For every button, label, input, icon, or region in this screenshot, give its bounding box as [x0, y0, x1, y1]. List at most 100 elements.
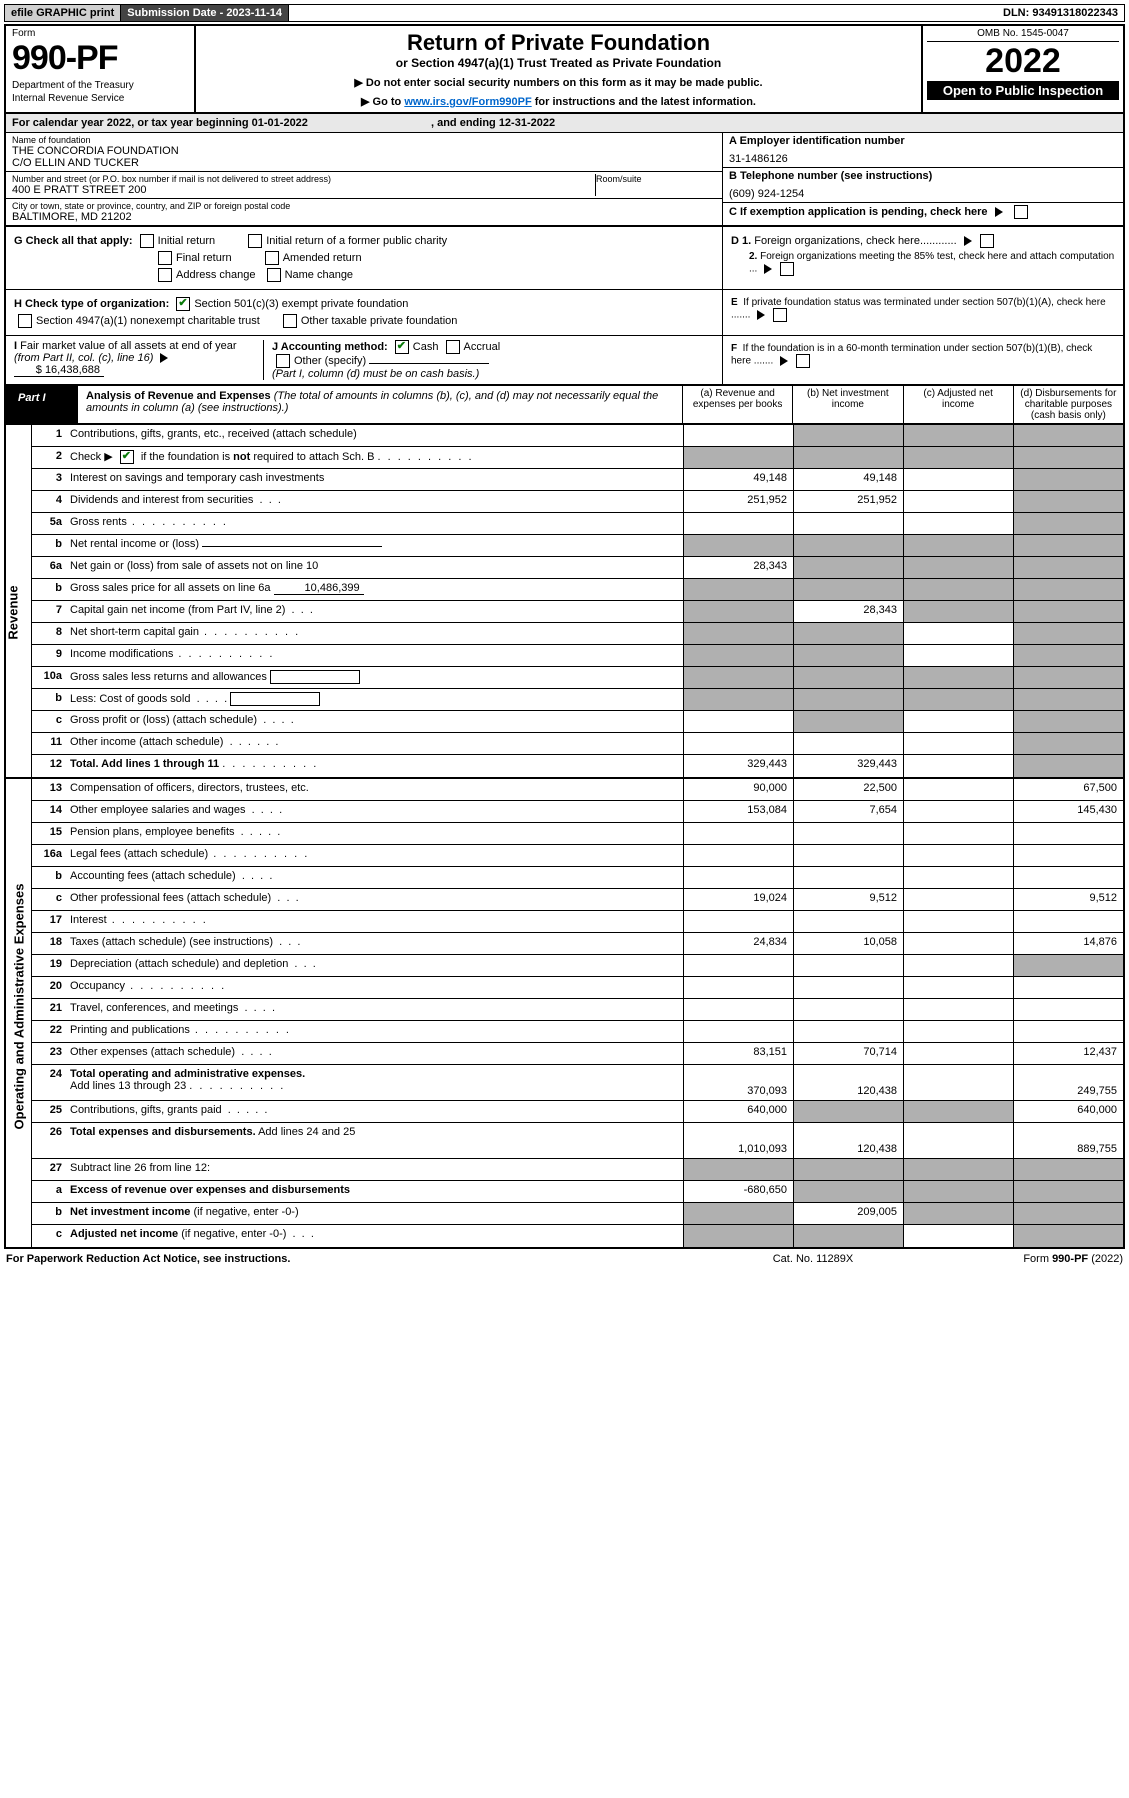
table-row: 11Other income (attach schedule) . . . .… [32, 733, 1123, 755]
g-initial-return-checkbox[interactable] [140, 234, 154, 248]
g-initial-former-checkbox[interactable] [248, 234, 262, 248]
table-row: 18Taxes (attach schedule) (see instructi… [32, 933, 1123, 955]
expenses-table: Operating and Administrative Expenses 13… [4, 779, 1125, 1249]
table-row: 23Other expenses (attach schedule) . . .… [32, 1043, 1123, 1065]
table-row: 8Net short-term capital gain [32, 623, 1123, 645]
form-header: Form 990-PF Department of the Treasury I… [4, 24, 1125, 114]
g-final-return-checkbox[interactable] [158, 251, 172, 265]
table-row: 4Dividends and interest from securities … [32, 491, 1123, 513]
table-row: 22Printing and publications [32, 1021, 1123, 1043]
form-subtitle: or Section 4947(a)(1) Trust Treated as P… [206, 56, 911, 70]
col-c-header: (c) Adjusted net income [904, 386, 1014, 423]
col-d-header: (d) Disbursements for charitable purpose… [1014, 386, 1123, 423]
form-title: Return of Private Foundation [206, 30, 911, 56]
h-4947-checkbox[interactable] [18, 314, 32, 328]
arrow-icon [964, 236, 972, 246]
table-row: 13Compensation of officers, directors, t… [32, 779, 1123, 801]
g-address-change-checkbox[interactable] [158, 268, 172, 282]
table-row: 25Contributions, gifts, grants paid . . … [32, 1101, 1123, 1123]
h-501c3-checkbox[interactable] [176, 297, 190, 311]
ein-cell: A Employer identification number 31-1486… [723, 133, 1123, 168]
d1-checkbox[interactable] [980, 234, 994, 248]
form-ref: Form 990-PF (2022) [923, 1253, 1123, 1265]
table-row: cGross profit or (loss) (attach schedule… [32, 711, 1123, 733]
exemption-pending-cell: C If exemption application is pending, c… [723, 203, 1123, 221]
year-block: OMB No. 1545-0047 2022 Open to Public In… [923, 26, 1123, 112]
table-row: 5aGross rents [32, 513, 1123, 535]
ssn-note: ▶ Do not enter social security numbers o… [206, 76, 911, 89]
table-row: 14Other employee salaries and wages . . … [32, 801, 1123, 823]
identity-block: Name of foundation THE CONCORDIA FOUNDAT… [4, 133, 1125, 227]
table-row: 3Interest on savings and temporary cash … [32, 469, 1123, 491]
d2-checkbox[interactable] [780, 262, 794, 276]
table-row: 10aGross sales less returns and allowanc… [32, 667, 1123, 689]
expenses-side-label: Operating and Administrative Expenses [6, 779, 32, 1247]
top-strip: efile GRAPHIC print Submission Date - 20… [4, 4, 1125, 22]
arrow-icon [757, 310, 765, 320]
table-row: 12Total. Add lines 1 through 11 329,4433… [32, 755, 1123, 777]
irs-label: Internal Revenue Service [12, 93, 188, 104]
e-checkbox[interactable] [773, 308, 787, 322]
address-cell: Number and street (or P.O. box number if… [6, 172, 722, 199]
arrow-icon [764, 264, 772, 274]
j-accrual-checkbox[interactable] [446, 340, 460, 354]
arrow-icon [780, 356, 788, 366]
arrow-icon [160, 353, 168, 363]
revenue-side-label: Revenue [6, 425, 32, 777]
j-other-checkbox[interactable] [276, 354, 290, 368]
table-row: 27Subtract line 26 from line 12: [32, 1159, 1123, 1181]
form-number: 990-PF [12, 39, 188, 78]
city-cell: City or town, state or province, country… [6, 199, 722, 225]
paperwork-notice: For Paperwork Reduction Act Notice, see … [6, 1253, 703, 1265]
calendar-year-row: For calendar year 2022, or tax year begi… [4, 114, 1125, 133]
table-row: bGross sales price for all assets on lin… [32, 579, 1123, 601]
page-footer: For Paperwork Reduction Act Notice, see … [4, 1249, 1125, 1269]
g-amended-checkbox[interactable] [265, 251, 279, 265]
table-row: 24Total operating and administrative exp… [32, 1065, 1123, 1101]
phone-cell: B Telephone number (see instructions) (6… [723, 168, 1123, 203]
f-checkbox[interactable] [796, 354, 810, 368]
part-description: Analysis of Revenue and Expenses (The to… [78, 386, 683, 423]
table-row: bNet investment income (if negative, ent… [32, 1203, 1123, 1225]
form-word: Form [12, 28, 188, 39]
fmv-value: $ 16,438,688 [14, 364, 104, 377]
part1-header: Part I Analysis of Revenue and Expenses … [4, 386, 1125, 425]
table-row: cOther professional fees (attach schedul… [32, 889, 1123, 911]
check-row-g: G Check all that apply: Initial return I… [4, 227, 1125, 290]
part-label: Part I [6, 386, 78, 423]
check-row-ij: I Fair market value of all assets at end… [4, 336, 1125, 386]
arrow-icon [995, 207, 1003, 217]
table-row: bNet rental income or (loss) [32, 535, 1123, 557]
irs-link[interactable]: www.irs.gov/Form990PF [404, 96, 531, 108]
submission-date: Submission Date - 2023-11-14 [121, 5, 289, 21]
cat-no: Cat. No. 11289X [703, 1253, 923, 1265]
c-checkbox[interactable] [1014, 205, 1028, 219]
table-row: 20Occupancy [32, 977, 1123, 999]
j-cash-checkbox[interactable] [395, 340, 409, 354]
link-note: ▶ Go to www.irs.gov/Form990PF for instru… [206, 95, 911, 108]
table-row: 6aNet gain or (loss) from sale of assets… [32, 557, 1123, 579]
g-name-change-checkbox[interactable] [267, 268, 281, 282]
col-a-header: (a) Revenue and expenses per books [683, 386, 793, 423]
table-row: 19Depreciation (attach schedule) and dep… [32, 955, 1123, 977]
table-row: 26Total expenses and disbursements. Add … [32, 1123, 1123, 1159]
check-row-h: H Check type of organization: Section 50… [4, 290, 1125, 336]
table-row: bAccounting fees (attach schedule) . . .… [32, 867, 1123, 889]
table-row: bLess: Cost of goods sold . . . . [32, 689, 1123, 711]
table-row: 9Income modifications [32, 645, 1123, 667]
revenue-table: Revenue 1Contributions, gifts, grants, e… [4, 425, 1125, 779]
dept-treasury: Department of the Treasury [12, 80, 188, 91]
omb-number: OMB No. 1545-0047 [927, 28, 1119, 42]
table-row: 17Interest [32, 911, 1123, 933]
col-b-header: (b) Net investment income [793, 386, 903, 423]
foundation-name-cell: Name of foundation THE CONCORDIA FOUNDAT… [6, 133, 722, 172]
form-id-block: Form 990-PF Department of the Treasury I… [6, 26, 196, 112]
table-row: 21Travel, conferences, and meetings . . … [32, 999, 1123, 1021]
efile-label: efile GRAPHIC print [5, 5, 121, 21]
h-other-taxable-checkbox[interactable] [283, 314, 297, 328]
table-row: 15Pension plans, employee benefits . . .… [32, 823, 1123, 845]
table-row: aExcess of revenue over expenses and dis… [32, 1181, 1123, 1203]
table-row: cAdjusted net income (if negative, enter… [32, 1225, 1123, 1247]
schb-checkbox[interactable] [120, 450, 134, 464]
tax-year: 2022 [927, 42, 1119, 81]
